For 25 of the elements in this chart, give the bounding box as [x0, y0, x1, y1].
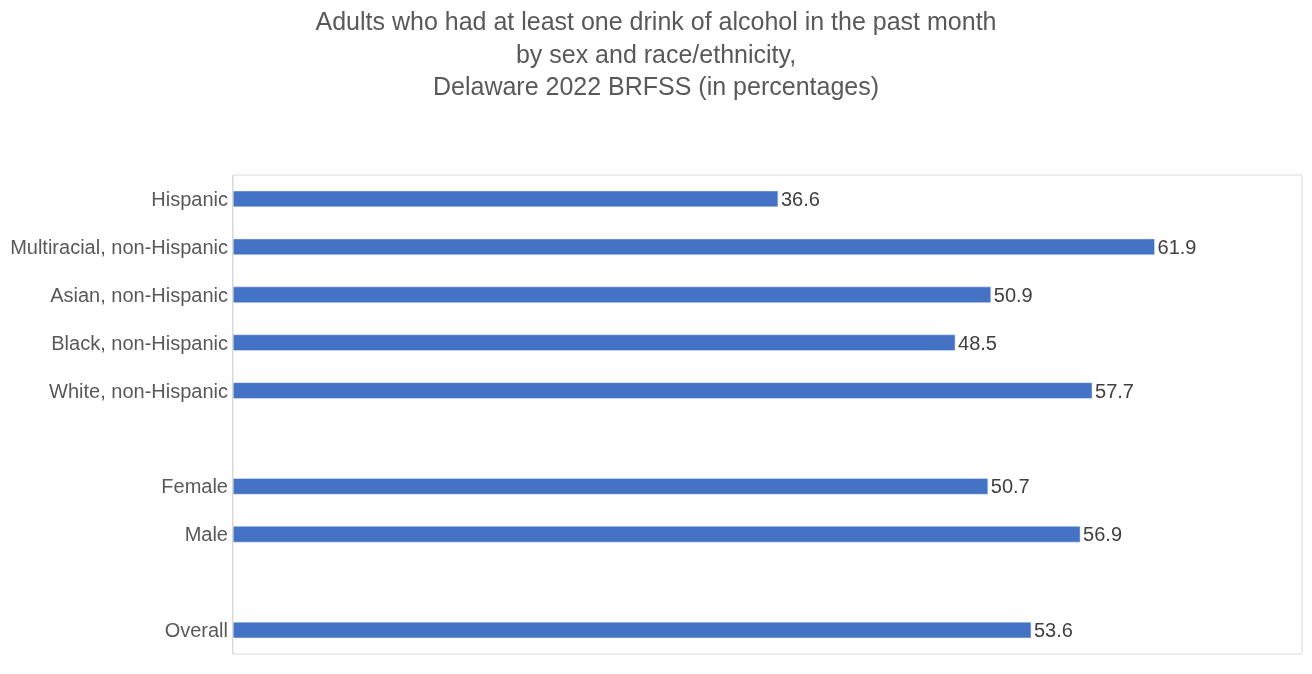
- data-label: 48.5: [958, 331, 997, 354]
- y-tick-label: Black, non-Hispanic: [51, 331, 228, 354]
- bar: [233, 238, 1155, 255]
- bar: [233, 621, 1032, 639]
- y-tick-label: Male: [184, 523, 228, 546]
- y-tick-label: Hispanic: [151, 187, 228, 210]
- data-label: 50.9: [993, 283, 1033, 306]
- bar: [233, 526, 1081, 543]
- data-label: 61.9: [1157, 235, 1197, 258]
- y-tick-label: Female: [161, 475, 228, 498]
- data-label: 53.6: [1033, 619, 1073, 642]
- bar: [233, 382, 1093, 399]
- data-label: 56.9: [1083, 523, 1123, 546]
- bar: [233, 334, 956, 351]
- chart-title: Adults who had at least one drink of alcohol in the past month by sex and race/ethnicity, Delaware 2022 BRFSS (in percentages): [315, 7, 997, 101]
- bar: [233, 478, 989, 495]
- bar: [233, 190, 779, 208]
- data-label: 36.6: [780, 187, 820, 210]
- y-tick-label: Overall: [164, 619, 228, 642]
- y-tick-label: Asian, non-Hispanic: [50, 283, 228, 306]
- y-tick-label: Multiracial, non-Hispanic: [10, 235, 228, 258]
- data-label: 57.7: [1095, 379, 1134, 402]
- bar: [233, 286, 992, 303]
- y-tick-label: White, non-Hispanic: [49, 379, 228, 402]
- data-label: 50.7: [990, 475, 1030, 498]
